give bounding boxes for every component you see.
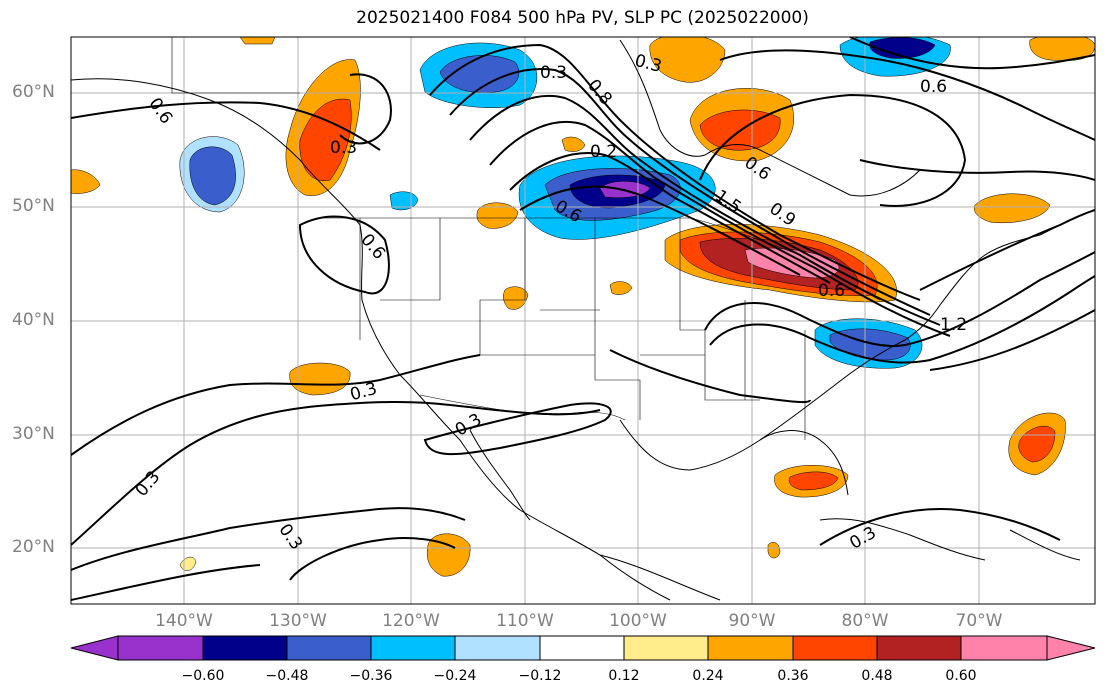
- pv-positive-patch: [503, 286, 529, 310]
- colorbar-tick-label: 0.12: [608, 668, 640, 684]
- colorbar-tick-label: −0.24: [433, 668, 477, 684]
- contour-label: 0.6: [144, 94, 176, 128]
- colorbar-tick-label: 0.60: [945, 668, 977, 684]
- contour-line: [519, 185, 801, 276]
- pv-positive-patch: [649, 37, 726, 83]
- pv-positive-patch: [289, 362, 351, 396]
- contour-line: [339, 73, 392, 145]
- colorbar-tick-label: −0.36: [349, 668, 393, 684]
- contour-label: 0.2: [590, 142, 617, 162]
- contour-label: 1.2: [940, 315, 967, 335]
- colorbar-tick-label: 0.24: [692, 668, 724, 684]
- contour-label: 0.6: [818, 281, 845, 301]
- pv-positive-patch: [299, 98, 352, 182]
- colorbar-tick-label: −0.60: [181, 668, 225, 684]
- contour-label: 0.3: [274, 520, 306, 554]
- pv-anomaly-shading: [71, 37, 1095, 577]
- pv-positive-patch: [71, 169, 101, 194]
- contour-line: [423, 402, 612, 456]
- contour-line: [709, 275, 1095, 364]
- colorbar-tick-label: −0.12: [518, 668, 562, 684]
- contour-label: 0.3: [132, 467, 165, 501]
- lat-label: 30°N: [12, 424, 55, 444]
- colorbar: [70, 635, 1096, 661]
- contour-line: [71, 101, 381, 151]
- lat-label: 40°N: [12, 310, 55, 330]
- contour-line: [704, 251, 1095, 347]
- pv-positive-patch: [767, 542, 781, 559]
- colorbar-bin: [792, 635, 878, 661]
- colorbar-bin: [623, 635, 709, 661]
- contour-line: [719, 49, 1095, 141]
- contour-line: [859, 159, 1095, 181]
- colorbar-bin: [286, 635, 372, 661]
- colorbar-bin: [202, 635, 288, 661]
- contour-label: 0.8: [583, 76, 616, 110]
- contour-line: [699, 93, 967, 207]
- map-frame: [70, 36, 1096, 605]
- contour-line: [449, 68, 931, 316]
- contour-line: [849, 37, 1095, 70]
- colorbar-bin: [454, 635, 541, 661]
- colorbar-tick-label: −0.48: [265, 668, 309, 684]
- pv-positive-patch: [476, 202, 519, 229]
- contour-line: [298, 215, 390, 295]
- colorbar-bin: [370, 635, 456, 661]
- pv-positive-patch: [609, 281, 633, 295]
- contour-line: [919, 209, 1095, 291]
- contour-label: 0.6: [920, 77, 947, 97]
- contour-label: 0.3: [330, 138, 357, 158]
- contour-line: [429, 43, 921, 301]
- contour-label: 0.3: [540, 63, 567, 83]
- colorbar-tick-label: 0.48: [861, 668, 893, 684]
- contour-line: [929, 309, 1095, 371]
- colorbar-bin: [876, 635, 962, 661]
- contour-line: [71, 354, 481, 456]
- colorbar-tick-label: 0.36: [777, 668, 809, 684]
- pv-positive-patch: [561, 136, 586, 152]
- pv-negative-patch: [439, 55, 520, 93]
- map-title: 2025021400 F084 500 hPa PV, SLP PC (2025…: [356, 8, 809, 28]
- lon-label: 120°W: [382, 611, 440, 631]
- colorbar-extend-min: [70, 635, 119, 661]
- slp-pc-contours: [71, 37, 1095, 601]
- pv-positive-patch: [179, 556, 197, 571]
- colorbar-bin: [707, 635, 794, 661]
- colorbar-extend-max: [1046, 635, 1096, 661]
- lat-label: 20°N: [12, 537, 55, 557]
- lon-label: 100°W: [609, 611, 667, 631]
- lon-label: 130°W: [269, 611, 327, 631]
- contour-line: [71, 564, 261, 601]
- lon-label: 80°W: [841, 611, 889, 631]
- contour-line: [819, 508, 1061, 546]
- colorbar-bin: [539, 635, 625, 661]
- map-area: 0.6 0.3 0.6 0.6 0.6 0.3 0.8 0.2 0.6 0.3 …: [71, 37, 1095, 604]
- pv-positive-patch: [788, 471, 839, 491]
- coastlines: [71, 39, 1095, 601]
- contour-line: [71, 507, 466, 571]
- contour-line: [489, 120, 951, 337]
- contour-line: [609, 349, 811, 404]
- lat-label: 50°N: [12, 196, 55, 216]
- pv-positive-patch: [426, 533, 471, 577]
- lon-label: 140°W: [155, 611, 213, 631]
- pv-positive-patch: [239, 37, 276, 45]
- pv-negative-patch: [189, 146, 236, 206]
- lon-label: 110°W: [496, 611, 554, 631]
- lon-label: 70°W: [955, 611, 1003, 631]
- lon-label: 90°W: [728, 611, 776, 631]
- contour-line: [289, 537, 456, 581]
- lat-label: 60°N: [12, 82, 55, 102]
- contour-label: 0.3: [452, 410, 485, 441]
- contour-line: [71, 400, 601, 546]
- pv-positive-patch: [974, 193, 1051, 224]
- colorbar-bin: [117, 635, 204, 661]
- contour-line: [469, 94, 941, 326]
- contour-line: [509, 152, 831, 284]
- colorbar-bin: [960, 635, 1048, 661]
